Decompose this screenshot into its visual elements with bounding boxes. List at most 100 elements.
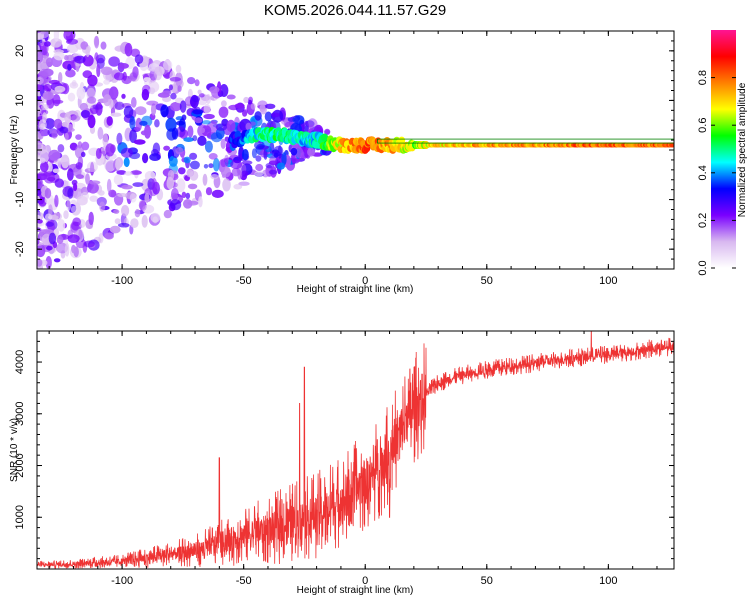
snr-series xyxy=(37,331,674,569)
spectrogram-cell xyxy=(168,84,173,91)
spectrogram-cell xyxy=(106,116,113,126)
spectrogram-cell xyxy=(144,192,150,203)
spectrogram-cell xyxy=(33,11,43,17)
spectrogram-y-tick-label: 0 xyxy=(14,147,26,153)
spectrogram-cell xyxy=(40,104,49,111)
spectrogram-cell xyxy=(80,151,86,158)
spectrogram-cell xyxy=(85,173,90,185)
snr-x-ticks: -100 -50 0 50 100 xyxy=(48,331,658,587)
spectrogram-cell xyxy=(292,115,305,125)
spectrogram-cell xyxy=(109,225,121,234)
spectrogram-cell xyxy=(212,157,220,172)
spectrogram-cell xyxy=(242,149,249,161)
spectrogram-cell xyxy=(202,173,208,186)
spectrogram-cell xyxy=(100,41,107,50)
spectrogram-cell xyxy=(70,199,77,205)
snr-y-ticks: 1000 2000 3000 4000 xyxy=(14,330,674,570)
spectrogram-cell xyxy=(67,187,74,199)
spectrogram-cell xyxy=(170,101,182,112)
spectrogram-heatmap xyxy=(33,8,674,269)
spectrogram-cell xyxy=(254,141,265,150)
spectrogram-cell xyxy=(103,79,110,85)
spectrogram-cell xyxy=(149,87,156,95)
spectrogram-cell xyxy=(142,153,149,164)
colorbar-scale xyxy=(711,30,736,268)
spectrogram-cell xyxy=(99,201,106,212)
spectrogram-cell xyxy=(57,144,65,153)
spectrogram-cell xyxy=(132,182,144,188)
spectrogram-cell xyxy=(86,161,98,172)
spectrogram-cell xyxy=(130,218,139,229)
spectrogram-cell xyxy=(33,8,42,16)
spectrogram-cell xyxy=(37,199,40,204)
spectrogram-cell xyxy=(199,127,206,134)
spectrogram-cell xyxy=(50,38,63,48)
spectrogram-cell xyxy=(39,31,47,35)
spectrogram-cell xyxy=(131,97,137,108)
spectrogram-cell xyxy=(177,85,182,92)
spectrogram-cell xyxy=(37,144,42,149)
spectrogram-cell xyxy=(121,205,130,217)
spectrogram-cell xyxy=(242,109,248,117)
spectrogram-cell xyxy=(58,72,63,84)
spectrogram-cell xyxy=(113,209,120,214)
spectrogram-cell xyxy=(105,143,115,157)
spectrogram-x-tick-label: -50 xyxy=(236,275,252,287)
spectrogram-cell xyxy=(170,92,177,100)
spectrogram-cell xyxy=(70,205,78,214)
spectrogram-cell xyxy=(143,77,151,82)
spectrogram-y-ticks: -20 -10 0 10 20 xyxy=(14,30,674,270)
spectrogram-cell xyxy=(237,170,243,180)
spectrogram-cell xyxy=(153,66,163,81)
spectrogram-cell xyxy=(46,22,57,30)
spectrogram-cell xyxy=(53,212,62,221)
spectrogram-cell xyxy=(220,166,231,178)
spectrogram-cell xyxy=(259,104,266,113)
spectrogram-cell xyxy=(152,142,161,155)
spectrogram-cell xyxy=(194,117,203,124)
spectrogram-cell xyxy=(132,66,139,78)
spectrogram-y-tick-label: 10 xyxy=(14,94,26,106)
spectrogram-cell xyxy=(154,119,160,128)
spectrogram-cell xyxy=(57,219,66,232)
spectrogram-cell xyxy=(290,147,298,156)
spectrogram-x-ticks: -100 -50 0 50 100 xyxy=(48,31,658,287)
spectrogram-cell xyxy=(208,163,214,169)
spectrogram-cell xyxy=(71,80,77,87)
spectrogram-cell xyxy=(42,17,51,29)
spectrogram-cell xyxy=(238,181,250,186)
spectrogram-cell xyxy=(46,245,53,251)
spectrogram-cell xyxy=(116,132,123,145)
spectrogram-cell xyxy=(175,147,184,155)
spectrogram-cell xyxy=(194,79,200,87)
spectrogram-cell xyxy=(38,14,45,23)
spectrogram-cell xyxy=(43,171,55,184)
spectrogram-cell xyxy=(134,209,141,218)
spectrogram-cell xyxy=(169,77,182,82)
spectrogram-cell xyxy=(123,105,134,119)
spectrogram-cell xyxy=(262,169,270,178)
spectrogram-cell xyxy=(82,70,93,79)
spectrogram-cell xyxy=(176,126,186,138)
spectrogram-cell xyxy=(218,106,229,118)
spectrogram-cell xyxy=(183,137,194,143)
spectrogram-cell xyxy=(95,148,102,159)
spectrogram-cell xyxy=(42,31,48,32)
colorbar: 0.0 0.2 0.4 0.6 0.8 Normalized spectral ampl… xyxy=(697,30,748,276)
spectrogram-cell xyxy=(54,178,64,188)
spectrogram-cell xyxy=(205,93,211,105)
spectrogram-cell xyxy=(64,111,71,125)
spectrogram-cell xyxy=(106,178,112,193)
spectrogram-cell xyxy=(203,103,211,114)
spectrogram-cell xyxy=(157,92,170,98)
snr-x-tick-label: 50 xyxy=(481,575,493,587)
spectrogram-cell xyxy=(37,61,42,72)
spectrogram-cell xyxy=(44,41,51,47)
spectrogram-cell xyxy=(40,123,46,128)
spectrogram-cell xyxy=(49,79,60,85)
colorbar-tick-label: 0.8 xyxy=(697,70,709,85)
spectrogram-ridge-cell xyxy=(398,136,406,145)
spectrogram-cell xyxy=(67,63,72,71)
spectrogram-cell xyxy=(192,135,198,142)
spectrogram-cell xyxy=(226,94,236,100)
